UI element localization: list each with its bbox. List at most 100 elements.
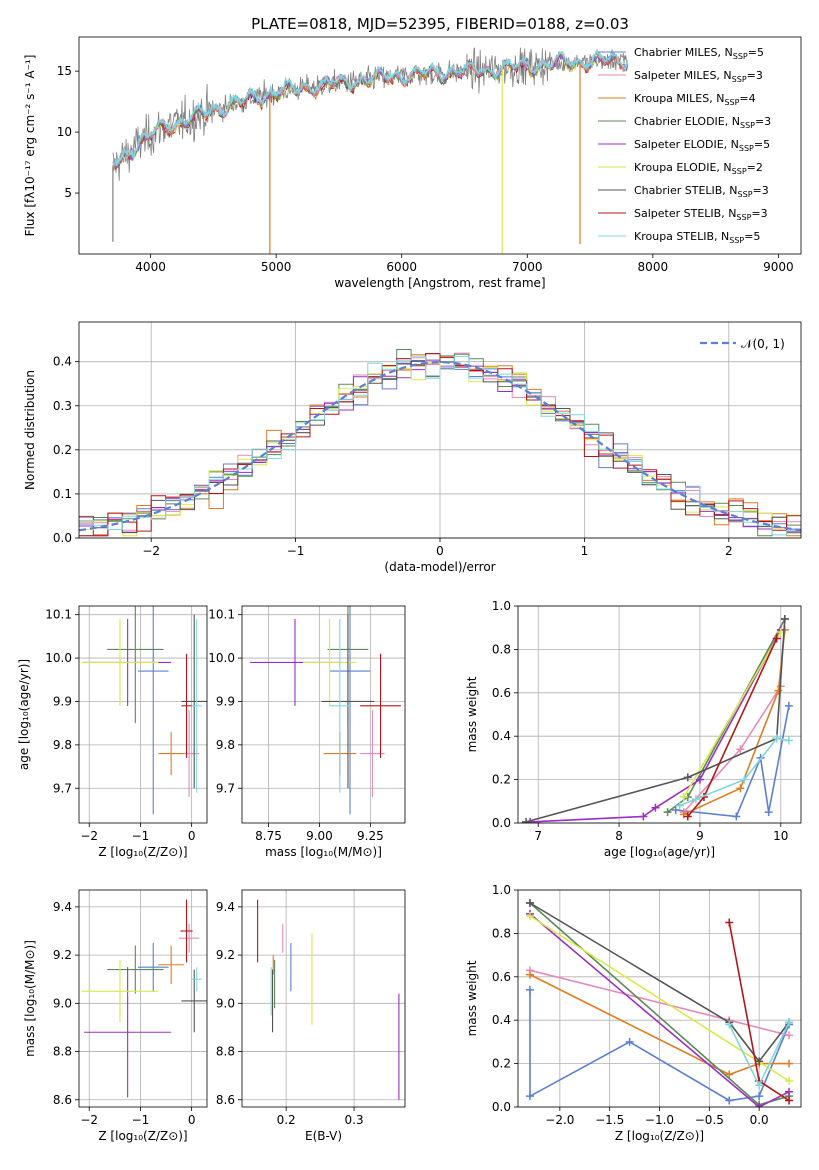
x-tick-label: −0.5 — [695, 1113, 724, 1127]
y-tick-label: 0.1 — [53, 487, 72, 501]
y-tick-label: 0.4 — [53, 355, 72, 369]
data-point-marker — [651, 803, 660, 812]
data-point-marker — [764, 808, 773, 817]
x-tick-label: 9.25 — [357, 829, 384, 843]
y-tick-label: 15 — [57, 64, 72, 78]
y-tick-label: 0.8 — [492, 642, 511, 656]
y-tick-label: 9.8 — [53, 738, 72, 752]
data-point-marker — [755, 1103, 764, 1107]
legend-sub: SSP — [738, 190, 753, 199]
series-line-kroupa-elodie — [683, 631, 782, 798]
legend-text: Chabrier MILES, N — [634, 46, 733, 59]
legend-sub: SSP — [740, 121, 755, 130]
legend-text: Kroupa MILES, N — [634, 92, 724, 105]
y-tick-label: 9.4 — [216, 900, 235, 914]
data-point-marker — [736, 745, 745, 754]
y-tick-label: 9.0 — [216, 996, 235, 1010]
x-axis-label: Z [log₁₀(Z/Z⊙)] — [98, 1129, 187, 1143]
series-line-chabrier-elodie — [667, 618, 786, 813]
data-point-marker — [525, 912, 534, 921]
y-tick-label: 5 — [64, 186, 72, 200]
x-tick-label: 9000 — [763, 260, 794, 274]
data-point-marker — [732, 812, 741, 821]
legend-suffix: =3 — [753, 184, 769, 197]
x-tick-label: 0 — [188, 829, 196, 843]
data-point-marker — [525, 970, 534, 979]
y-axis-label: mass weight — [465, 676, 479, 752]
panel-residuals: −2 −1 0 1 2 0.0 0.1 0.2 0.3 0.4 (data-model)/error… — [23, 321, 802, 574]
data-point-marker — [525, 985, 534, 994]
data-point-marker — [725, 1070, 734, 1079]
y-tick-label: 0.3 — [53, 399, 72, 413]
data-point-marker — [725, 918, 734, 927]
y-axis-label: age [log₁₀(age/yr)] — [17, 659, 31, 770]
x-axis-label: E(B-V) — [305, 1129, 342, 1143]
y-tick-label: 0.6 — [492, 686, 511, 700]
y-tick-label: 9.4 — [53, 900, 72, 914]
legend-entry: Salpeter MILES, NSSP=3 — [634, 69, 763, 84]
data-point-marker — [683, 812, 692, 821]
legend-suffix: =2 — [747, 161, 763, 174]
data-point-marker — [772, 634, 781, 643]
legend-suffix: =5 — [744, 230, 760, 243]
y-tick-label: 0.2 — [53, 443, 72, 457]
y-tick-label: 9.2 — [53, 948, 72, 962]
x-tick-label: −1.5 — [595, 1113, 624, 1127]
y-tick-label: 10.0 — [45, 651, 72, 665]
y-tick-label: 9.8 — [216, 738, 235, 752]
data-point-marker — [671, 805, 680, 814]
y-axis-label: Normed distribution — [23, 370, 37, 490]
data-point-marker — [679, 810, 688, 819]
y-tick-label: 0.0 — [492, 816, 511, 830]
y-tick-label: 9.9 — [216, 694, 235, 708]
data-point-marker — [522, 817, 531, 823]
legend-entry: Salpeter ELODIE, NSSP=5 — [634, 138, 770, 153]
legend-entry: Salpeter STELIB, NSSP=3 — [634, 207, 768, 222]
data-point-marker — [784, 701, 793, 710]
model-line-kroupa-stelib — [112, 48, 628, 166]
x-axis-label: age [log₁₀(age/yr)] — [604, 845, 715, 859]
x-tick-label: −2 — [80, 829, 98, 843]
x-tick-label: 9.00 — [306, 829, 333, 843]
x-tick-label: 0 — [436, 544, 444, 558]
data-point-marker — [679, 792, 688, 801]
data-point-marker — [785, 1018, 794, 1027]
legend-text: Chabrier STELIB, N — [634, 184, 738, 197]
axes-frame — [517, 605, 802, 824]
legend-sub: SSP — [729, 236, 744, 245]
data-point-marker — [772, 734, 781, 743]
series-line-chabrier-stelib — [525, 618, 786, 823]
legend-text: Salpeter STELIB, N — [634, 207, 736, 220]
y-axis-label: mass weight — [465, 960, 479, 1036]
axes-frame — [517, 889, 802, 1108]
x-tick-label: 5000 — [261, 260, 292, 274]
model-line-salpeter-elodie — [112, 52, 628, 169]
x-tick-label: 6000 — [386, 260, 417, 274]
series-line-kroupa-miles — [529, 973, 789, 1076]
legend-text: Chabrier ELODIE, N — [634, 115, 740, 128]
series-line-salpeter-elodie — [530, 629, 782, 823]
legend-sub: SSP — [739, 144, 754, 153]
x-tick-label: 8.75 — [255, 829, 282, 843]
axes-frame — [241, 605, 406, 824]
data-point-marker — [639, 812, 648, 821]
model-line-chabrier-elodie — [112, 51, 628, 169]
series-line-salpeter-elodie — [529, 913, 790, 1107]
data-point-marker — [755, 1057, 764, 1066]
data-point-marker — [755, 1081, 764, 1090]
x-tick-label: 0.2 — [277, 1113, 296, 1127]
y-tick-label: 9.9 — [53, 694, 72, 708]
legend-entry: Kroupa ELODIE, NSSP=2 — [634, 161, 763, 176]
data-point-marker — [725, 1096, 734, 1105]
x-tick-label: −2.0 — [545, 1113, 574, 1127]
panel-weight-vs-Z: −2.0 −1.5 −1.0 −0.5 0.0 0.0 0.2 0.4 0.6 0.8 1.0 Z [… — [465, 883, 802, 1143]
y-tick-label: 8.6 — [53, 1093, 72, 1107]
y-tick-label: 0.0 — [53, 531, 72, 545]
data-point-marker — [784, 736, 793, 745]
data-point-marker — [780, 615, 789, 624]
data-point-marker — [695, 775, 704, 784]
axes-frame — [78, 889, 208, 1108]
data-point-marker — [755, 1092, 764, 1101]
axes-frame — [78, 321, 802, 539]
